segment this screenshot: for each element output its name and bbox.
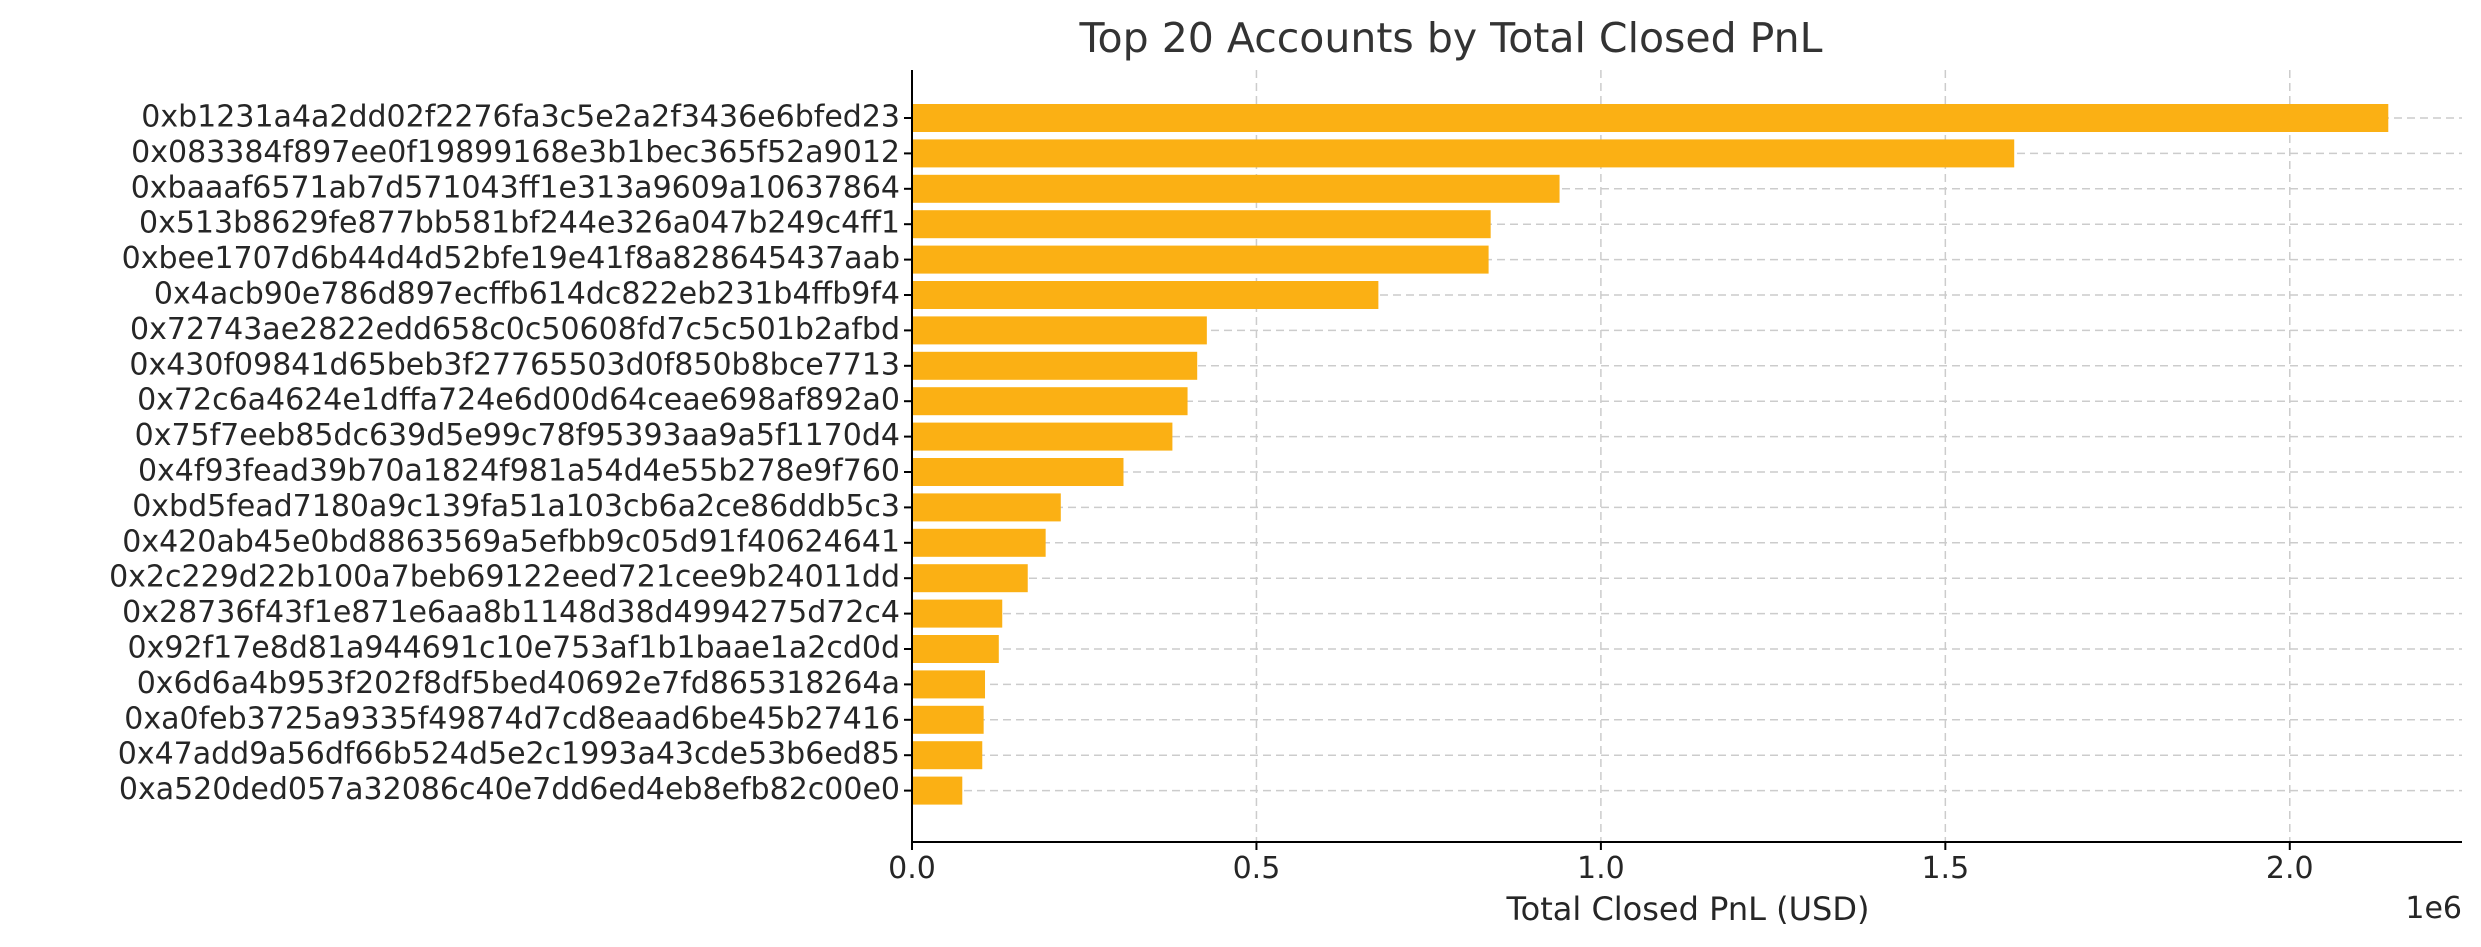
bar (912, 316, 1207, 345)
y-tick-label: 0x6d6a4b953f202f8df5bed40692e7fd86531826… (137, 666, 900, 701)
x-tick-label: 1.5 (1921, 851, 1969, 886)
bar (912, 104, 2389, 132)
bars (912, 104, 2389, 805)
y-tick-label: 0x92f17e8d81a944691c10e753af1b1baae1a2cd… (128, 631, 900, 666)
x-tick-label: 2.0 (2266, 851, 2314, 886)
bar (912, 528, 1046, 557)
bar (912, 210, 1491, 239)
x-axis-offset-label: 1e6 (2405, 891, 2462, 926)
bar (912, 422, 1173, 451)
y-tick-label: 0x4acb90e786d897ecffb614dc822eb231b4ffb9… (154, 277, 900, 312)
y-tick-label: 0x430f09841d65beb3f27765503d0f850b8bce77… (129, 347, 900, 382)
bar (912, 174, 1560, 203)
y-tick-label: 0x420ab45e0bd8863569a5efbb9c05d91f406246… (122, 524, 900, 559)
bar (912, 776, 963, 805)
bar (912, 458, 1124, 486)
x-tick-label: 0.0 (888, 851, 936, 886)
bar (912, 139, 2015, 168)
y-tick-label: 0xbaaaf6571ab7d571043ff1e313a9609a106378… (131, 170, 900, 205)
y-tick-label: 0x72743ae2822edd658c0c50608fd7c5c501b2af… (130, 312, 900, 347)
y-tick-label: 0x72c6a4624e1dffa724e6d00d64ceae698af892… (137, 383, 900, 418)
y-tick-label: 0xa520ded057a32086c40e7dd6ed4eb8efb82c00… (119, 772, 900, 807)
bar (912, 670, 986, 699)
bar (912, 281, 1379, 309)
y-tick-label: 0x513b8629fe877bb581bf244e326a047b249c4f… (139, 206, 900, 241)
y-tick-label: 0xb1231a4a2dd02f2276fa3c5e2a2f3436e6bfed… (141, 100, 900, 135)
y-tick-label: 0xa0feb3725a9335f49874d7cd8eaad6be45b274… (124, 701, 900, 736)
bar (912, 741, 983, 770)
y-tick-label: 0x75f7eeb85dc639d5e99c78f95393aa9a5f1170… (135, 418, 900, 453)
bar (912, 599, 1003, 628)
bar (912, 705, 984, 734)
bar (912, 564, 1028, 593)
y-tick-label: 0x2c229d22b100a7beb69122eed721cee9b24011… (109, 560, 900, 595)
bar (912, 493, 1061, 522)
gridlines (912, 70, 2462, 842)
y-tick-label: 0x47add9a56df66b524d5e2c1993a43cde53b6ed… (118, 737, 900, 772)
x-axis-label: Total Closed PnL (USD) (1506, 890, 1870, 928)
bar (912, 635, 999, 663)
y-tick-labels: 0xb1231a4a2dd02f2276fa3c5e2a2f3436e6bfed… (109, 100, 912, 807)
x-tick-label: 1.0 (1577, 851, 1625, 886)
bar (912, 351, 1198, 380)
y-tick-label: 0x083384f897ee0f19899168e3b1bec365f52a90… (131, 135, 900, 170)
y-tick-label: 0x28736f43f1e871e6aa8b1148d38d4994275d72… (122, 595, 900, 630)
bar (912, 245, 1489, 274)
chart-title: Top 20 Accounts by Total Closed PnL (1078, 14, 1822, 62)
x-tick-label: 0.5 (1233, 851, 1281, 886)
bar (912, 387, 1188, 416)
y-tick-label: 0xbee1707d6b44d4d52bfe19e41f8a828645437a… (122, 241, 900, 276)
y-tick-label: 0x4f93fead39b70a1824f981a54d4e55b278e9f7… (138, 454, 900, 489)
y-tick-label: 0xbd5fead7180a9c139fa51a103cb6a2ce86ddb5… (132, 489, 900, 524)
x-ticks: 0.0 0.5 1.0 1.5 2.0 (888, 842, 2314, 886)
